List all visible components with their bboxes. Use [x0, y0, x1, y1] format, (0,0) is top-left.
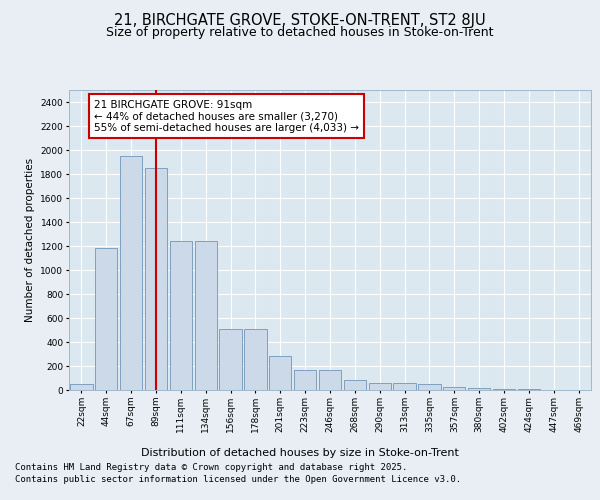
Bar — [294, 370, 316, 390]
Bar — [170, 241, 192, 390]
Bar — [368, 383, 391, 390]
Bar — [145, 168, 167, 390]
Text: 21, BIRCHGATE GROVE, STOKE-ON-TRENT, ST2 8JU: 21, BIRCHGATE GROVE, STOKE-ON-TRENT, ST2… — [114, 12, 486, 28]
Bar — [394, 384, 416, 390]
Y-axis label: Number of detached properties: Number of detached properties — [25, 158, 35, 322]
Text: 21 BIRCHGATE GROVE: 91sqm
← 44% of detached houses are smaller (3,270)
55% of se: 21 BIRCHGATE GROVE: 91sqm ← 44% of detac… — [94, 100, 359, 133]
Text: Contains HM Land Registry data © Crown copyright and database right 2025.: Contains HM Land Registry data © Crown c… — [15, 464, 407, 472]
Bar — [418, 384, 440, 390]
Bar — [443, 387, 466, 390]
Bar — [344, 380, 366, 390]
Text: Size of property relative to detached houses in Stoke-on-Trent: Size of property relative to detached ho… — [106, 26, 494, 39]
Bar — [319, 370, 341, 390]
Bar — [269, 356, 292, 390]
Bar — [120, 156, 142, 390]
Bar — [220, 329, 242, 390]
Bar — [468, 388, 490, 390]
Text: Distribution of detached houses by size in Stoke-on-Trent: Distribution of detached houses by size … — [141, 448, 459, 458]
Bar — [493, 389, 515, 390]
Bar — [194, 241, 217, 390]
Bar — [95, 248, 118, 390]
Bar — [70, 384, 92, 390]
Bar — [244, 329, 266, 390]
Text: Contains public sector information licensed under the Open Government Licence v3: Contains public sector information licen… — [15, 475, 461, 484]
